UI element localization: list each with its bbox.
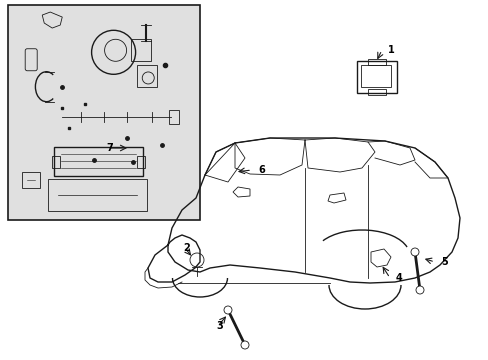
Bar	[367, 89, 385, 95]
Circle shape	[415, 286, 423, 294]
Text: 4: 4	[395, 273, 402, 283]
Text: 3: 3	[216, 321, 223, 331]
Circle shape	[241, 341, 248, 349]
Circle shape	[224, 306, 231, 314]
Text: 7: 7	[106, 143, 113, 153]
Bar	[8, 5, 200, 220]
Text: 6: 6	[258, 165, 264, 175]
Text: 2: 2	[183, 243, 189, 253]
Text: 5: 5	[440, 257, 447, 267]
Text: 1: 1	[387, 45, 394, 55]
Bar	[367, 59, 385, 65]
Circle shape	[410, 248, 418, 256]
